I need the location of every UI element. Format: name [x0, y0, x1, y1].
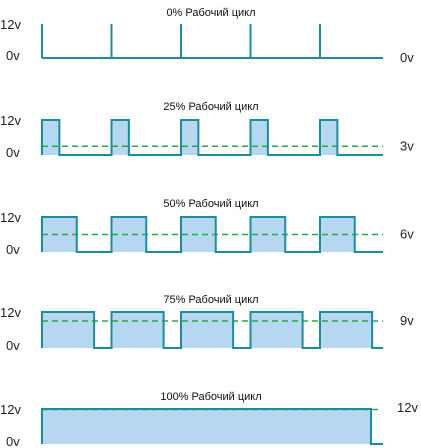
pwm-waveform [41, 119, 383, 156]
panel-title: 0% Рабочий цикл [166, 7, 255, 19]
duty-panel-100: 100% Рабочий цикл 12v 0v 12v [0, 391, 418, 448]
panel-title: 50% Рабочий цикл [163, 198, 258, 210]
pwm-waveform [41, 216, 383, 253]
on-time-fill [42, 217, 355, 252]
average-voltage-label: 9v [400, 313, 414, 328]
high-level-label: 12v [0, 402, 21, 417]
average-voltage-label: 3v [400, 138, 414, 153]
high-level-label: 12v [0, 305, 21, 320]
duty-panel-75: 75% Рабочий цикл 12v 0v 9v [0, 294, 414, 353]
duty-panel-0: 0% Рабочий цикл 12v 0v 0v [0, 7, 414, 65]
average-voltage-label: 6v [400, 227, 414, 242]
duty-panel-50: 50% Рабочий цикл 12v 0v 6v [0, 198, 414, 257]
average-voltage-label: 0v [400, 50, 414, 65]
pwm-waveform [41, 408, 383, 445]
on-time-fill [42, 409, 371, 444]
high-level-label: 12v [0, 210, 21, 225]
on-time-fill [42, 312, 373, 348]
high-level-label: 12v [0, 17, 21, 32]
panel-title: 75% Рабочий цикл [163, 294, 258, 306]
low-level-label: 0v [6, 434, 20, 448]
low-level-label: 0v [6, 48, 20, 63]
panel-title: 25% Рабочий цикл [163, 101, 258, 113]
duty-panel-25: 25% Рабочий цикл 12v 0v 3v [0, 101, 414, 160]
average-voltage-label: 12v [397, 400, 418, 415]
pwm-waveform [41, 311, 383, 349]
high-level-label: 12v [0, 113, 21, 128]
panel-title: 100% Рабочий цикл [160, 391, 261, 403]
low-level-label: 0v [6, 242, 20, 257]
on-time-fill [42, 120, 338, 155]
low-level-label: 0v [6, 338, 20, 353]
pwm-waveform [41, 24, 383, 59]
low-level-label: 0v [6, 145, 20, 160]
